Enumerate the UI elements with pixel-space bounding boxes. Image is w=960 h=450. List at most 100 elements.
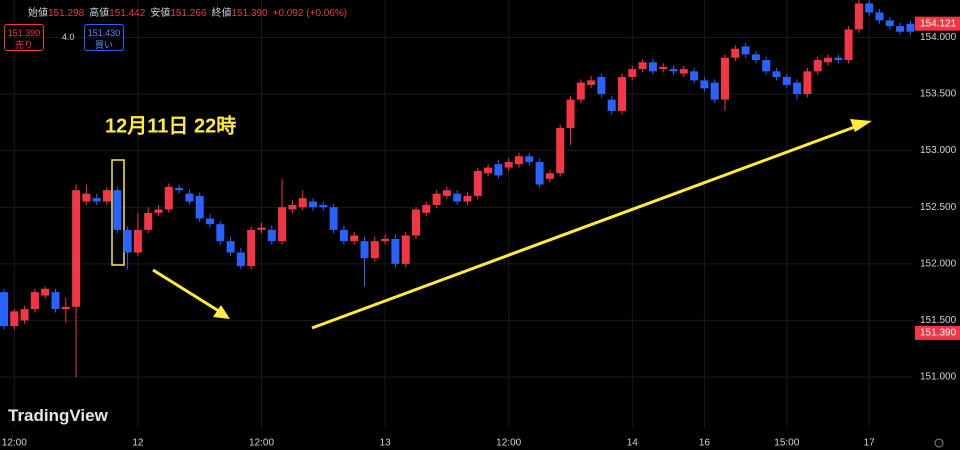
y-tick-label: 151.000 xyxy=(920,372,957,383)
candle-body xyxy=(381,238,390,242)
candle-body xyxy=(700,80,709,89)
candle-body xyxy=(854,3,863,30)
arrows xyxy=(152,123,861,330)
candle-body xyxy=(721,57,729,100)
ohlc-label: 終値 xyxy=(211,8,232,19)
candle-body xyxy=(401,235,410,264)
candle-body xyxy=(41,288,50,296)
candle-body xyxy=(278,207,287,242)
candle-body xyxy=(72,190,81,307)
candle-body xyxy=(412,209,420,236)
ohlc-label: 安値 xyxy=(150,8,171,19)
candle-body xyxy=(597,76,606,94)
candle-body xyxy=(669,69,678,72)
candle-body xyxy=(51,292,60,310)
candle-body xyxy=(834,57,843,61)
candle-body xyxy=(494,164,503,176)
candle-body xyxy=(638,62,647,70)
candle-body xyxy=(422,204,431,213)
candle-body xyxy=(82,193,91,202)
highlight-box xyxy=(111,159,125,266)
candle-body xyxy=(772,71,781,77)
candle-body xyxy=(370,241,379,259)
candle-body xyxy=(154,209,163,213)
candle-body xyxy=(782,76,791,85)
ohlc-value: 151.266 xyxy=(170,8,207,19)
logo: TradingView xyxy=(8,406,108,425)
candle-body xyxy=(659,66,668,70)
candle-body xyxy=(875,12,884,21)
x-tick-label: 17 xyxy=(864,438,876,449)
x-tick-label: 15:00 xyxy=(774,438,799,449)
candle-body xyxy=(216,224,225,242)
candle-body xyxy=(556,127,565,174)
candle-body xyxy=(164,186,173,210)
candle-body xyxy=(339,229,348,242)
y-tick-label: 154.000 xyxy=(920,32,957,43)
candle-body xyxy=(607,99,616,111)
x-tick-label: 12:00 xyxy=(249,438,274,449)
candle-body xyxy=(844,29,853,61)
candle-body xyxy=(618,76,626,111)
candle-body xyxy=(679,69,688,74)
candle-body xyxy=(391,238,400,264)
settings-icon[interactable] xyxy=(934,438,944,448)
candle-body xyxy=(690,71,699,81)
x-tick-label: 14 xyxy=(627,438,639,449)
candle-body xyxy=(226,241,235,253)
candle-body xyxy=(896,26,905,32)
candle-body xyxy=(309,201,317,208)
candle-body xyxy=(504,161,513,168)
candle-body xyxy=(741,46,750,55)
price-label-box xyxy=(915,16,960,31)
candle-body xyxy=(484,167,493,174)
candle-body xyxy=(267,229,276,242)
sell-price: 151.390 xyxy=(7,28,41,38)
ohlc-value: 151.390 xyxy=(231,8,268,19)
candle-body xyxy=(566,99,575,128)
buy-button[interactable]: 151.430 買い xyxy=(84,24,124,51)
candle-body xyxy=(92,198,101,202)
ohlc-value: 151.298 xyxy=(48,8,85,19)
candle-body xyxy=(463,195,472,202)
ohlc-value: 151.442 xyxy=(109,8,146,19)
x-tick-label: 12:00 xyxy=(2,438,27,449)
candle-body xyxy=(350,235,359,242)
candle-body xyxy=(195,195,204,219)
candle-body xyxy=(885,20,894,27)
y-tick-label: 152.500 xyxy=(920,202,957,213)
candle-body xyxy=(206,218,214,225)
candle-body xyxy=(515,156,523,165)
candle-body xyxy=(803,71,812,94)
candle-body xyxy=(762,60,771,72)
sell-label: 売り xyxy=(14,40,33,50)
candle-body xyxy=(288,204,297,210)
ohlc-label: 高値 xyxy=(89,8,110,19)
candle-body xyxy=(247,229,256,267)
x-tick-label: 12:00 xyxy=(496,438,521,449)
sell-button[interactable]: 151.390 売り xyxy=(4,24,44,51)
candle-body xyxy=(473,170,482,196)
candle-body xyxy=(113,190,122,230)
candle-body xyxy=(576,82,585,100)
candle-body xyxy=(298,198,307,208)
annotation: 12月11日 22時 xyxy=(105,113,236,137)
candle-body xyxy=(20,309,29,321)
candle-body xyxy=(133,229,142,253)
buy-label: 買い xyxy=(94,40,113,50)
ohlc-label: 始値 xyxy=(28,8,48,19)
candle-body xyxy=(710,82,719,100)
candle-body xyxy=(535,161,544,185)
candle-body xyxy=(453,193,462,202)
candle-body xyxy=(0,292,8,327)
candle-body xyxy=(30,292,39,310)
x-tick-label: 13 xyxy=(380,438,392,449)
candle-body xyxy=(587,80,596,85)
candle-body xyxy=(175,187,184,191)
y-tick-label: 151.500 xyxy=(920,315,957,326)
candle-body xyxy=(824,57,832,63)
candle-body xyxy=(648,62,657,72)
candle-body xyxy=(793,82,802,94)
arrow-head xyxy=(850,119,872,132)
